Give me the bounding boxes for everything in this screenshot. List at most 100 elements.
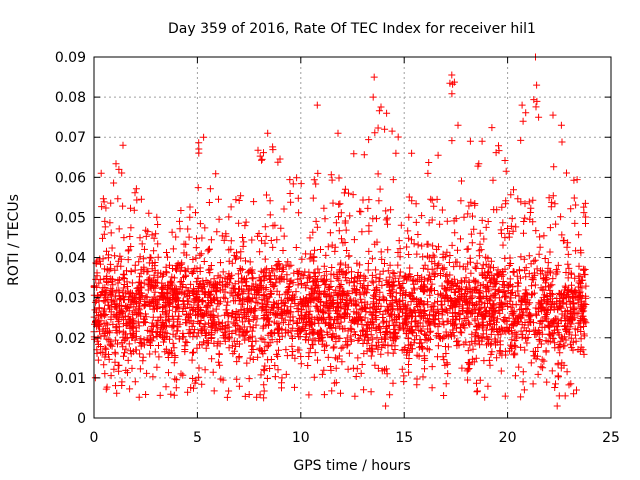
data-point xyxy=(476,376,484,384)
data-point xyxy=(517,253,525,261)
data-point xyxy=(272,310,280,317)
data-point xyxy=(399,280,407,287)
data-point xyxy=(582,301,590,308)
data-point xyxy=(580,350,588,358)
data-point xyxy=(403,276,411,284)
data-point xyxy=(234,291,242,299)
data-point xyxy=(388,334,396,342)
data-point xyxy=(385,322,393,329)
data-point xyxy=(494,287,502,295)
data-point xyxy=(427,276,434,283)
data-point xyxy=(372,316,380,324)
data-point xyxy=(356,280,364,288)
data-point xyxy=(373,287,381,294)
data-point xyxy=(242,218,250,226)
data-point xyxy=(501,392,509,400)
data-point xyxy=(444,309,452,317)
data-point xyxy=(569,338,577,346)
data-point xyxy=(295,346,303,354)
data-point xyxy=(438,282,446,290)
data-point xyxy=(391,321,399,329)
data-point xyxy=(254,299,262,307)
data-point xyxy=(427,306,435,314)
data-point xyxy=(336,284,344,292)
data-point xyxy=(510,311,517,319)
data-point xyxy=(372,285,380,293)
data-point xyxy=(194,184,202,192)
data-point xyxy=(287,277,295,285)
data-point xyxy=(99,195,107,203)
data-point xyxy=(224,298,232,306)
data-point xyxy=(103,335,111,343)
data-point xyxy=(114,195,122,203)
data-point xyxy=(384,278,392,286)
data-point xyxy=(119,274,127,282)
data-point xyxy=(217,375,225,383)
data-point xyxy=(510,342,518,350)
data-point xyxy=(150,271,158,279)
y-axis-label: ROTI / TECUs xyxy=(6,194,22,286)
data-point xyxy=(414,277,422,285)
data-point xyxy=(433,195,441,203)
data-point xyxy=(488,124,496,132)
data-point xyxy=(232,196,240,204)
data-point xyxy=(160,303,168,311)
data-point xyxy=(124,356,132,364)
data-point xyxy=(126,233,134,240)
data-point xyxy=(142,391,150,398)
data-point xyxy=(314,265,322,273)
data-point xyxy=(556,349,564,357)
data-point xyxy=(332,219,340,227)
data-point xyxy=(305,291,313,299)
data-point xyxy=(539,285,547,293)
data-point xyxy=(132,346,140,354)
data-point xyxy=(125,307,133,315)
data-point xyxy=(452,258,460,266)
data-point xyxy=(267,356,275,363)
data-point xyxy=(563,243,571,251)
data-point xyxy=(357,369,365,377)
data-point xyxy=(545,283,552,291)
data-point xyxy=(195,145,203,153)
data-point xyxy=(525,252,533,260)
data-point xyxy=(181,266,189,274)
data-point xyxy=(101,298,109,306)
data-point xyxy=(552,266,560,274)
data-point xyxy=(201,366,209,374)
data-point xyxy=(365,136,373,144)
data-point xyxy=(128,279,136,287)
data-point xyxy=(207,236,215,244)
data-point xyxy=(421,312,429,319)
data-point xyxy=(478,137,486,145)
data-point xyxy=(198,298,206,306)
data-point xyxy=(574,299,582,307)
data-point xyxy=(173,318,181,326)
data-point xyxy=(346,212,354,220)
data-point xyxy=(521,346,529,354)
data-point xyxy=(407,341,415,349)
data-point xyxy=(577,304,585,312)
data-point xyxy=(332,364,340,372)
data-point xyxy=(197,250,205,258)
data-point xyxy=(247,305,255,313)
data-point xyxy=(529,380,537,388)
data-point xyxy=(180,240,188,248)
data-point xyxy=(368,319,376,327)
data-point xyxy=(245,268,253,276)
data-point xyxy=(154,221,162,228)
data-point xyxy=(301,300,309,308)
data-point xyxy=(430,202,438,210)
data-point xyxy=(414,241,422,249)
data-point xyxy=(395,312,403,320)
data-point xyxy=(265,321,273,329)
data-point xyxy=(564,250,572,258)
data-point xyxy=(248,342,256,350)
data-point xyxy=(378,281,386,289)
data-point xyxy=(434,151,442,159)
y-tick-label: 0.07 xyxy=(55,130,86,146)
data-point xyxy=(428,303,436,311)
data-point xyxy=(194,274,202,282)
data-point xyxy=(289,348,297,355)
y-tick-label: 0.05 xyxy=(55,210,86,226)
